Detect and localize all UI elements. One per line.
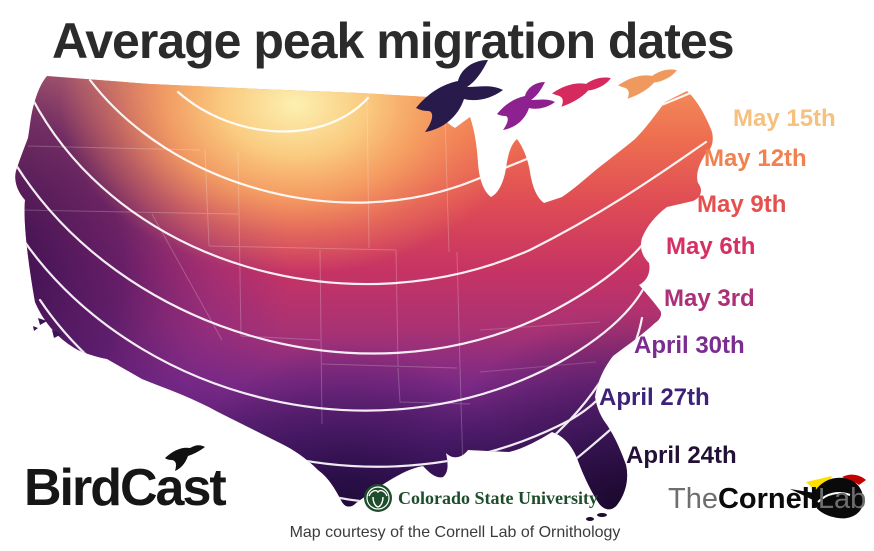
cornell-lab: Lab xyxy=(817,483,867,515)
purple-bird-icon xyxy=(497,82,555,130)
date-label-april-30: April 30th xyxy=(634,332,745,359)
crimson-bird-icon xyxy=(552,77,611,107)
date-label-may-9: May 9th xyxy=(697,191,787,218)
date-label-may-3: May 3rd xyxy=(664,285,755,312)
birdcast-logo: BirdCast xyxy=(24,459,227,517)
orange-bird-icon xyxy=(618,69,677,99)
cornell-lab-bird-icon xyxy=(790,474,866,519)
page-title: Average peak migration dates xyxy=(52,13,735,69)
date-label-may-12: May 12th xyxy=(704,145,807,172)
map-caption: Map courtesy of the Cornell Lab of Ornit… xyxy=(289,524,621,541)
cornell-name: Cornell xyxy=(717,483,818,515)
offshore-islands xyxy=(33,318,607,521)
cornell-lab-logo: TheCornellLab xyxy=(668,485,866,514)
bird-silhouettes xyxy=(416,60,677,132)
cornell-the: The xyxy=(668,483,718,515)
date-label-may-15: May 15th xyxy=(733,105,836,132)
csu-ram-icon xyxy=(364,484,392,512)
csu-logo-text: Colorado State University xyxy=(398,488,598,508)
state-boundaries xyxy=(21,95,601,471)
date-label-april-24: April 24th xyxy=(626,442,737,469)
date-label-april-27: April 27th xyxy=(599,384,710,411)
birdcast-bird-icon xyxy=(165,445,205,471)
date-label-may-6: May 6th xyxy=(666,233,756,260)
